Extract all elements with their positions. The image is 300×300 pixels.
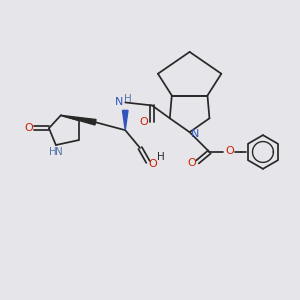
Text: N: N [190, 129, 199, 139]
Text: N: N [55, 147, 63, 157]
Text: H: H [124, 94, 132, 104]
Text: O: O [187, 158, 196, 168]
Text: H: H [157, 152, 165, 162]
Text: H: H [49, 147, 57, 157]
Text: N: N [115, 98, 124, 107]
Text: O: O [225, 146, 234, 156]
Text: O: O [25, 123, 34, 133]
Text: O: O [148, 159, 157, 169]
Polygon shape [61, 115, 96, 125]
Text: O: O [140, 117, 148, 127]
Polygon shape [122, 110, 128, 130]
